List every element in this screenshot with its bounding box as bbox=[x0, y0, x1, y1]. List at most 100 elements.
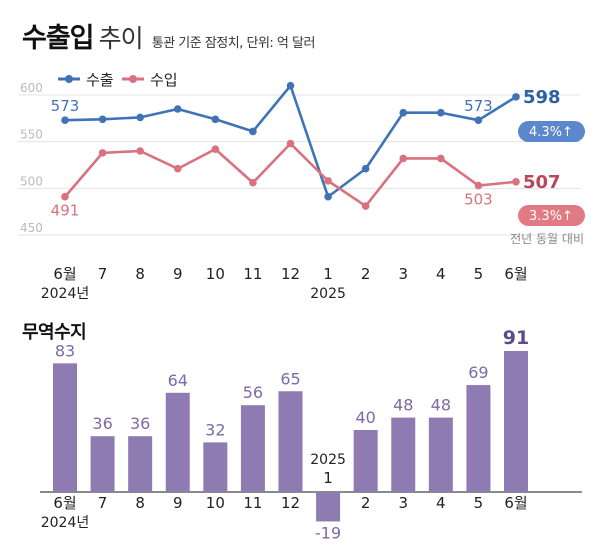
x-tick-label: 12 bbox=[281, 494, 300, 512]
bar-value-label: 36 bbox=[130, 414, 150, 433]
data-point-0-1 bbox=[98, 115, 107, 124]
end-value-label: 598 bbox=[523, 87, 561, 108]
data-point-1-8 bbox=[361, 202, 370, 210]
year-label: 2024년 bbox=[41, 286, 90, 302]
data-point-0-2 bbox=[136, 113, 144, 122]
legend-marker-0 bbox=[65, 75, 73, 83]
y-tick-label: 500 bbox=[20, 174, 43, 188]
year-label: 2024년 bbox=[41, 515, 90, 531]
bar-0 bbox=[53, 363, 77, 492]
bar-value-label: 48 bbox=[393, 396, 413, 415]
bar-12 bbox=[504, 350, 528, 492]
y-tick-label: 450 bbox=[20, 221, 43, 235]
bar-value-label: 40 bbox=[355, 408, 375, 427]
data-label: 491 bbox=[51, 202, 80, 220]
bar-7 bbox=[316, 492, 341, 522]
bar-10 bbox=[428, 417, 453, 492]
x-tick-label: 8 bbox=[135, 494, 145, 512]
x-tick-label: 8 bbox=[135, 265, 145, 283]
legend-marker-1 bbox=[129, 75, 137, 83]
x-tick-label: 6월 bbox=[504, 494, 527, 512]
change-badge-label: 3.3%↑ bbox=[529, 209, 573, 224]
bar-9 bbox=[391, 417, 416, 492]
bar-value-label: 69 bbox=[468, 363, 488, 382]
data-point-0-3 bbox=[173, 105, 182, 113]
data-point-0-8 bbox=[361, 164, 370, 173]
year-label: 2025 bbox=[310, 286, 346, 302]
x-tick-label: 3 bbox=[398, 265, 408, 283]
x-tick-label: 4 bbox=[436, 265, 446, 283]
x-tick-label: 6월 bbox=[53, 265, 76, 283]
data-point-1-6 bbox=[286, 139, 295, 148]
bar-5 bbox=[240, 405, 265, 492]
chart-title-suffix: 추이 bbox=[98, 24, 144, 53]
bar-value-label: 36 bbox=[92, 414, 112, 433]
x-tick-label: 2 bbox=[361, 494, 371, 512]
data-point-1-10 bbox=[437, 154, 445, 163]
trade-balance-title: 무역수지 bbox=[22, 322, 87, 343]
data-point-1-1 bbox=[98, 149, 107, 157]
x-tick-label: 2 bbox=[361, 265, 371, 283]
x-tick-label: 6월 bbox=[53, 494, 76, 512]
change-badge-0 bbox=[518, 121, 585, 142]
data-point-0-6 bbox=[286, 81, 295, 90]
change-badge-1 bbox=[518, 205, 585, 226]
data-point-1-2 bbox=[136, 147, 144, 155]
x-tick-label: 5 bbox=[474, 265, 484, 283]
data-point-1-9 bbox=[399, 154, 408, 163]
data-label: 573 bbox=[51, 97, 80, 115]
x-tick-label: 4 bbox=[436, 494, 446, 512]
x-tick-label: 9 bbox=[173, 265, 183, 283]
x-tick-label: 6월 bbox=[504, 265, 527, 283]
bar-value-label: 56 bbox=[243, 383, 263, 402]
bar-2 bbox=[128, 436, 153, 492]
data-point-1-3 bbox=[173, 164, 182, 173]
data-point-0-4 bbox=[211, 115, 220, 124]
data-point-1-0 bbox=[61, 192, 69, 201]
change-badge-label: 4.3%↑ bbox=[529, 125, 573, 140]
data-point-0-10 bbox=[437, 108, 445, 117]
data-point-0-11 bbox=[474, 116, 483, 124]
data-point-0-0 bbox=[61, 116, 69, 124]
data-point-1-7 bbox=[324, 177, 332, 185]
x-tick-label: 1 bbox=[323, 469, 333, 487]
data-label: 503 bbox=[464, 191, 493, 209]
x-tick-label: 3 bbox=[398, 494, 408, 512]
x-tick-label: 5 bbox=[474, 494, 484, 512]
legend-label: 수출 bbox=[86, 71, 114, 89]
bar-4 bbox=[203, 442, 228, 492]
bar-value-label: 48 bbox=[431, 396, 451, 415]
chart-title: 수출입 bbox=[22, 23, 95, 54]
x-tick-label: 12 bbox=[281, 265, 300, 283]
bar-1 bbox=[90, 436, 115, 492]
bar-value-label: 83 bbox=[55, 341, 75, 360]
x-tick-label: 7 bbox=[98, 265, 108, 283]
x-tick-label: 7 bbox=[98, 494, 108, 512]
x-tick-label: 10 bbox=[206, 265, 225, 283]
x-tick-label: 11 bbox=[243, 265, 262, 283]
data-label: 573 bbox=[464, 97, 493, 115]
series-line-1 bbox=[64, 142, 517, 208]
x-tick-label: 9 bbox=[173, 494, 183, 512]
chart-subtitle: 통관 기준 잠정치, 단위: 억 달러 bbox=[151, 36, 316, 51]
bar-6 bbox=[278, 391, 303, 492]
x-tick-label: 1 bbox=[323, 265, 333, 283]
bar-value-label: 65 bbox=[280, 369, 300, 388]
year-label: 2025 bbox=[310, 452, 346, 468]
change-note: 전년 동월 대비 bbox=[510, 232, 584, 246]
bar-3 bbox=[165, 392, 190, 492]
end-value-label: 507 bbox=[523, 172, 561, 193]
chart-header: 수출입 추이 통관 기준 잠정치, 단위: 억 달러 bbox=[22, 16, 315, 55]
legend-label: 수입 bbox=[150, 71, 178, 89]
data-point-1-5 bbox=[249, 178, 257, 187]
data-point-0-7 bbox=[324, 192, 332, 201]
bar-value-label: 91 bbox=[503, 327, 529, 349]
data-point-0-12 bbox=[512, 93, 520, 101]
data-point-1-4 bbox=[211, 145, 220, 153]
bar-value-label: -19 bbox=[315, 523, 341, 542]
y-tick-label: 550 bbox=[20, 128, 43, 142]
y-tick-label: 600 bbox=[20, 81, 43, 95]
bar-value-label: 64 bbox=[168, 371, 188, 390]
